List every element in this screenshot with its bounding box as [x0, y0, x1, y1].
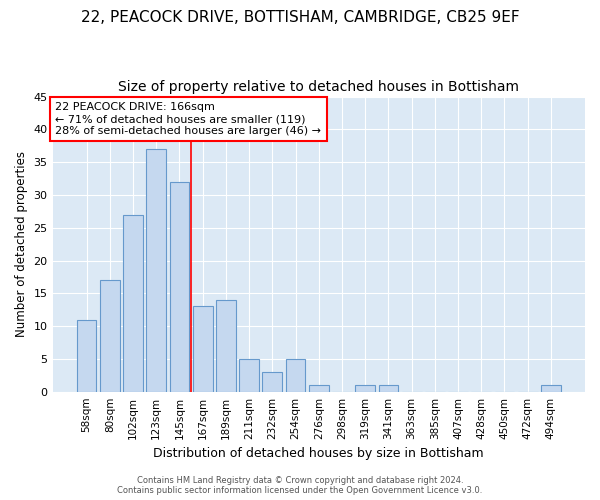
- Text: 22, PEACOCK DRIVE, BOTTISHAM, CAMBRIDGE, CB25 9EF: 22, PEACOCK DRIVE, BOTTISHAM, CAMBRIDGE,…: [80, 10, 520, 25]
- Bar: [262, 372, 282, 392]
- Text: 22 PEACOCK DRIVE: 166sqm
← 71% of detached houses are smaller (119)
28% of semi-: 22 PEACOCK DRIVE: 166sqm ← 71% of detach…: [55, 102, 321, 136]
- Bar: [355, 385, 375, 392]
- Bar: [77, 320, 97, 392]
- Bar: [541, 385, 561, 392]
- Bar: [146, 149, 166, 392]
- Bar: [379, 385, 398, 392]
- Bar: [170, 182, 190, 392]
- Bar: [123, 214, 143, 392]
- X-axis label: Distribution of detached houses by size in Bottisham: Distribution of detached houses by size …: [154, 447, 484, 460]
- Title: Size of property relative to detached houses in Bottisham: Size of property relative to detached ho…: [118, 80, 519, 94]
- Bar: [216, 300, 236, 392]
- Bar: [286, 359, 305, 392]
- Bar: [193, 306, 212, 392]
- Y-axis label: Number of detached properties: Number of detached properties: [15, 151, 28, 337]
- Bar: [309, 385, 329, 392]
- Bar: [100, 280, 119, 392]
- Text: Contains HM Land Registry data © Crown copyright and database right 2024.
Contai: Contains HM Land Registry data © Crown c…: [118, 476, 482, 495]
- Bar: [239, 359, 259, 392]
